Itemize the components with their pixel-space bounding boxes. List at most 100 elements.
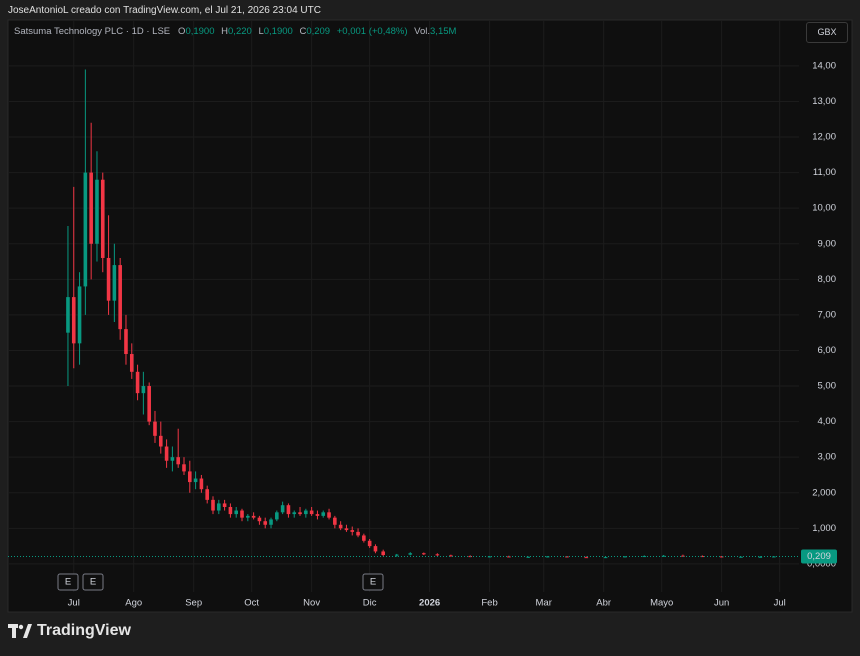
x-tick-label: 2026: [419, 598, 440, 609]
candle-body: [77, 286, 82, 344]
x-tick-label: Oct: [244, 598, 259, 609]
candle-body: [327, 512, 331, 518]
y-tick-label: 0,0000: [807, 558, 836, 569]
candle-body: [182, 464, 186, 472]
candle-body: [263, 521, 268, 525]
symbol: Satsuma Technology PLC · 1D · LSE: [14, 26, 171, 37]
candle-body: [211, 499, 215, 511]
candle-body: [435, 554, 440, 556]
candle-body: [661, 555, 666, 557]
label: C: [299, 26, 307, 37]
candle-body: [408, 553, 413, 555]
candle-body: [373, 546, 378, 552]
x-tick-label: Jun: [714, 598, 729, 609]
candle-body: [170, 457, 175, 461]
candle-body: [234, 510, 239, 515]
value: 0,209: [306, 26, 331, 37]
label: O: [178, 26, 186, 37]
candle-body: [124, 329, 128, 355]
candle-body: [89, 172, 93, 244]
y-tick-label: 13,00: [812, 96, 836, 107]
y-tick-label: 3,00: [818, 452, 837, 463]
x-tick-label: Mayo: [650, 598, 673, 609]
candle-body: [623, 556, 627, 558]
y-tick-label: 14,00: [812, 60, 836, 71]
event-label[interactable]: E: [65, 577, 71, 588]
candle-body: [719, 556, 724, 558]
label: Vol.: [414, 26, 431, 37]
candle-body: [367, 540, 372, 547]
candle-body: [193, 478, 198, 483]
brand-name: TradingView: [37, 622, 131, 639]
y-tick-label: 12,00: [812, 132, 836, 143]
candle-body: [246, 515, 250, 518]
candle-body: [158, 435, 163, 447]
header: JoseAntonioL creado con TradingView.com,…: [8, 5, 321, 16]
last-price-label: 0,209: [807, 551, 831, 562]
candle-body: [309, 510, 314, 515]
label: L: [258, 26, 264, 37]
candle-body: [758, 556, 763, 558]
candle-body: [545, 556, 550, 558]
candle-body: [739, 556, 743, 558]
candle-body: [269, 519, 273, 525]
candle-body: [112, 265, 117, 301]
label: H: [221, 26, 229, 37]
candle-body: [584, 557, 589, 559]
x-tick-label: Feb: [481, 598, 497, 609]
candle-body: [129, 354, 134, 372]
change: +0,001 (+0,48%): [336, 26, 408, 37]
y-tick-label: 4,00: [818, 416, 837, 427]
value: 0,1900: [185, 26, 215, 37]
candle-body: [362, 535, 366, 541]
candle-body: [681, 555, 685, 557]
value: 0,220: [228, 26, 252, 37]
y-tick-label: 1,000: [812, 523, 836, 534]
candle-body: [257, 517, 262, 522]
event-box[interactable]: [362, 573, 384, 591]
candle-body: [700, 556, 705, 558]
event-box[interactable]: [57, 573, 79, 591]
candle-body: [321, 512, 326, 516]
candle-body: [240, 510, 244, 518]
candle-body: [135, 371, 140, 394]
last-price-box: [801, 549, 837, 564]
y-tick-label: 11,00: [813, 167, 836, 178]
candle-body: [275, 512, 279, 520]
y-tick-label: 7,00: [818, 309, 837, 320]
candle-body: [164, 446, 169, 461]
candle-body: [71, 297, 76, 344]
event-label[interactable]: E: [90, 577, 96, 588]
y-tick-label: 6,00: [818, 345, 837, 356]
candle-body: [66, 297, 70, 333]
candle-body: [199, 478, 204, 490]
event-box[interactable]: [82, 573, 104, 591]
x-tick-label: Mar: [536, 598, 552, 609]
candle-body: [251, 515, 256, 518]
candle-body: [350, 530, 355, 532]
event-label[interactable]: E: [370, 577, 376, 588]
candle-body: [507, 556, 511, 558]
candle-body: [286, 505, 291, 515]
candle-body: [118, 265, 122, 330]
x-tick-label: Dic: [363, 598, 377, 609]
candle-body: [356, 531, 360, 536]
candle-body: [315, 514, 320, 516]
grid: [8, 20, 799, 592]
y-tick-label: 5,00: [818, 381, 837, 392]
candle-body: [147, 386, 151, 422]
candle-body: [83, 172, 88, 287]
candle-body: [106, 257, 111, 301]
candle-body: [449, 555, 453, 557]
candle-body: [487, 556, 492, 558]
candle-body: [304, 510, 308, 515]
y-tick-label: 10,00: [812, 203, 836, 214]
candle-body: [298, 512, 302, 515]
candle-body: [187, 471, 192, 483]
y-tick-label: 2,000: [812, 487, 836, 498]
candle-body: [333, 517, 337, 525]
candle-body: [422, 553, 426, 555]
candle-body: [141, 386, 146, 394]
currency-button[interactable]: GBX: [806, 22, 848, 43]
